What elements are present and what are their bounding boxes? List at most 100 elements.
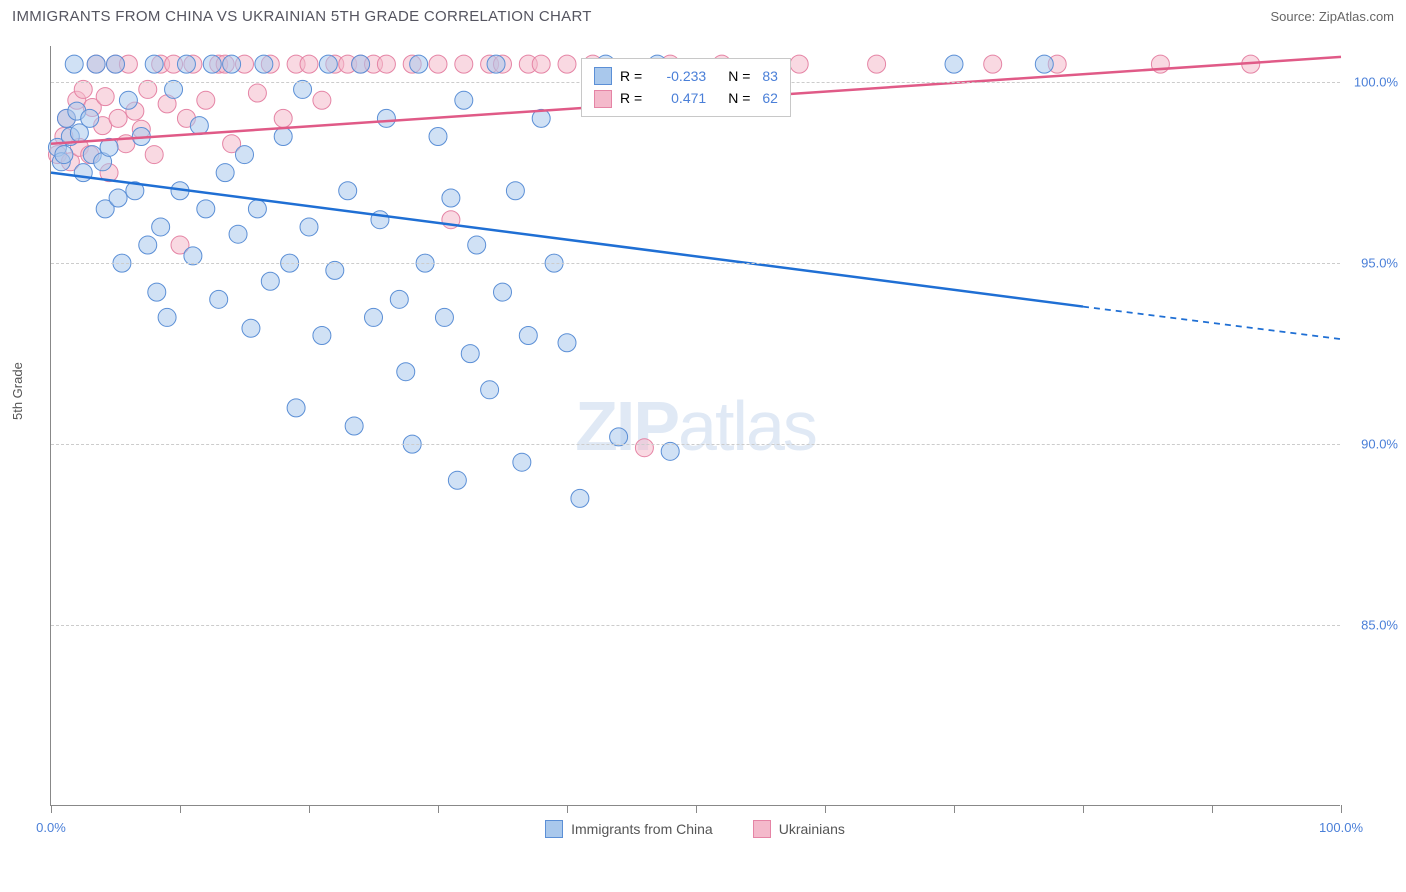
legend-item: Immigrants from China	[545, 820, 713, 838]
data-point	[397, 363, 415, 381]
data-point	[558, 55, 576, 73]
x-tick	[825, 805, 826, 813]
data-point	[984, 55, 1002, 73]
stats-legend: R = -0.233 N = 83 R = 0.471 N = 62	[581, 58, 791, 117]
data-point	[119, 91, 137, 109]
data-point	[429, 55, 447, 73]
data-point	[506, 182, 524, 200]
header: IMMIGRANTS FROM CHINA VS UKRAINIAN 5TH G…	[0, 0, 1406, 29]
data-point	[558, 334, 576, 352]
data-point	[494, 283, 512, 301]
legend-label: Ukrainians	[779, 821, 845, 837]
x-tick	[1341, 805, 1342, 813]
stat-r-value: 0.471	[654, 87, 706, 109]
data-point	[532, 55, 550, 73]
data-point	[236, 146, 254, 164]
stat-n-value: 83	[762, 65, 778, 87]
swatch-icon	[753, 820, 771, 838]
data-point	[55, 146, 73, 164]
stat-n-value: 62	[762, 87, 778, 109]
data-point	[571, 489, 589, 507]
data-point	[197, 91, 215, 109]
data-point	[377, 109, 395, 127]
data-point	[87, 55, 105, 73]
data-point	[1035, 55, 1053, 73]
data-point	[365, 308, 383, 326]
gridline-h	[51, 444, 1340, 445]
data-point	[248, 84, 266, 102]
data-point	[216, 164, 234, 182]
data-point	[455, 55, 473, 73]
x-tick	[438, 805, 439, 813]
gridline-h	[51, 625, 1340, 626]
stat-r-label: R =	[620, 87, 642, 109]
data-point	[429, 127, 447, 145]
data-point	[255, 55, 273, 73]
data-point	[248, 200, 266, 218]
data-point	[468, 236, 486, 254]
swatch-icon	[594, 67, 612, 85]
data-point	[81, 109, 99, 127]
data-point	[109, 189, 127, 207]
data-point	[319, 55, 337, 73]
x-tick	[309, 805, 310, 813]
data-point	[461, 345, 479, 363]
series-legend: Immigrants from China Ukrainians	[50, 820, 1340, 838]
y-tick-label: 85.0%	[1361, 618, 1398, 633]
y-tick-label: 100.0%	[1354, 75, 1398, 90]
legend-label: Immigrants from China	[571, 821, 713, 837]
data-point	[519, 327, 537, 345]
data-point	[635, 439, 653, 457]
source-label: Source: ZipAtlas.com	[1270, 9, 1394, 24]
data-point	[790, 55, 808, 73]
data-point	[410, 55, 428, 73]
stat-r-value: -0.233	[654, 65, 706, 87]
data-point	[377, 55, 395, 73]
y-tick-label: 90.0%	[1361, 437, 1398, 452]
data-point	[352, 55, 370, 73]
data-point	[287, 399, 305, 417]
data-point	[313, 327, 331, 345]
x-tick	[954, 805, 955, 813]
x-tick	[1212, 805, 1213, 813]
data-point	[274, 127, 292, 145]
data-point	[96, 88, 114, 106]
data-point	[223, 55, 241, 73]
data-point	[261, 272, 279, 290]
data-point	[177, 55, 195, 73]
data-point	[313, 91, 331, 109]
data-point	[274, 109, 292, 127]
stat-n-label: N =	[728, 65, 750, 87]
chart-title: IMMIGRANTS FROM CHINA VS UKRAINIAN 5TH G…	[12, 8, 592, 25]
gridline-h	[51, 263, 1340, 264]
x-tick	[1083, 805, 1084, 813]
swatch-icon	[545, 820, 563, 838]
data-point	[390, 290, 408, 308]
data-point	[481, 381, 499, 399]
x-tick	[696, 805, 697, 813]
swatch-icon	[594, 90, 612, 108]
x-tick	[180, 805, 181, 813]
data-point	[74, 164, 92, 182]
data-point	[210, 290, 228, 308]
stat-n-label: N =	[728, 87, 750, 109]
trend-line	[51, 173, 1083, 307]
data-point	[435, 308, 453, 326]
stat-r-label: R =	[620, 65, 642, 87]
data-point	[229, 225, 247, 243]
stats-legend-row: R = 0.471 N = 62	[594, 87, 778, 109]
data-point	[158, 308, 176, 326]
data-point	[448, 471, 466, 489]
data-point	[148, 283, 166, 301]
data-point	[487, 55, 505, 73]
legend-item: Ukrainians	[753, 820, 845, 838]
data-point	[300, 218, 318, 236]
data-point	[345, 417, 363, 435]
data-point	[513, 453, 531, 471]
data-point	[442, 189, 460, 207]
data-point	[145, 146, 163, 164]
data-point	[152, 218, 170, 236]
data-point	[107, 55, 125, 73]
data-point	[339, 182, 357, 200]
data-point	[945, 55, 963, 73]
